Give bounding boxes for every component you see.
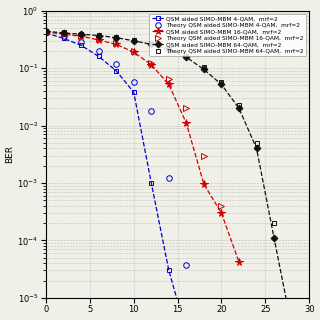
Theory QSM aided SIMO-MBM 64-QAM,  mrf=2 — [97, 33, 100, 37]
QSM aided SIMO-MBM 16-QAM,  mrf=2 — [202, 182, 206, 186]
QSM aided SIMO-MBM 4-QAM,  mrf=2 — [149, 181, 153, 185]
Theory QSM aided SIMO-MBM 64-QAM,  mrf=2 — [62, 30, 66, 34]
QSM aided SIMO-MBM 16-QAM,  mrf=2 — [62, 32, 66, 36]
QSM aided SIMO-MBM 4-QAM,  mrf=2 — [79, 44, 83, 47]
Line: Theory QSM aided SIMO-MBM 4-QAM,  mrf=2: Theory QSM aided SIMO-MBM 4-QAM, mrf=2 — [43, 29, 189, 267]
Line: Theory QSM aided SIMO-MBM 64-QAM,  mrf=2: Theory QSM aided SIMO-MBM 64-QAM, mrf=2 — [44, 28, 294, 317]
Theory QSM aided SIMO-MBM 4-QAM,  mrf=2 — [79, 41, 83, 44]
QSM aided SIMO-MBM 64-QAM,  mrf=2 — [132, 39, 136, 43]
QSM aided SIMO-MBM 64-QAM,  mrf=2 — [114, 36, 118, 40]
QSM aided SIMO-MBM 16-QAM,  mrf=2 — [149, 63, 153, 67]
Theory QSM aided SIMO-MBM 4-QAM,  mrf=2 — [132, 80, 136, 84]
Theory QSM aided SIMO-MBM 4-QAM,  mrf=2 — [184, 263, 188, 267]
Theory QSM aided SIMO-MBM 16-QAM,  mrf=2 — [79, 34, 83, 37]
QSM aided SIMO-MBM 64-QAM,  mrf=2 — [202, 68, 206, 71]
Theory QSM aided SIMO-MBM 16-QAM,  mrf=2 — [184, 106, 188, 110]
Theory QSM aided SIMO-MBM 64-QAM,  mrf=2 — [202, 65, 206, 69]
Theory QSM aided SIMO-MBM 4-QAM,  mrf=2 — [167, 177, 171, 180]
Legend: QSM aided SIMO-MBM 4-QAM,  mrf=2, Theory QSM aided SIMO-MBM 4-QAM,  mrf=2, QSM a: QSM aided SIMO-MBM 4-QAM, mrf=2, Theory … — [149, 14, 306, 56]
QSM aided SIMO-MBM 16-QAM,  mrf=2 — [114, 43, 118, 46]
Theory QSM aided SIMO-MBM 64-QAM,  mrf=2 — [167, 47, 171, 51]
QSM aided SIMO-MBM 4-QAM,  mrf=2 — [132, 90, 136, 94]
QSM aided SIMO-MBM 16-QAM,  mrf=2 — [167, 83, 171, 86]
Theory QSM aided SIMO-MBM 64-QAM,  mrf=2 — [220, 80, 223, 84]
Theory QSM aided SIMO-MBM 4-QAM,  mrf=2 — [149, 109, 153, 113]
QSM aided SIMO-MBM 64-QAM,  mrf=2 — [62, 31, 66, 35]
QSM aided SIMO-MBM 16-QAM,  mrf=2 — [220, 211, 223, 215]
Theory QSM aided SIMO-MBM 64-QAM,  mrf=2 — [44, 29, 48, 33]
Theory QSM aided SIMO-MBM 16-QAM,  mrf=2 — [202, 154, 206, 157]
Theory QSM aided SIMO-MBM 64-QAM,  mrf=2 — [184, 54, 188, 58]
QSM aided SIMO-MBM 4-QAM,  mrf=2 — [97, 54, 100, 58]
Theory QSM aided SIMO-MBM 4-QAM,  mrf=2 — [97, 49, 100, 53]
Theory QSM aided SIMO-MBM 4-QAM,  mrf=2 — [44, 30, 48, 34]
QSM aided SIMO-MBM 16-QAM,  mrf=2 — [44, 30, 48, 34]
Theory QSM aided SIMO-MBM 64-QAM,  mrf=2 — [272, 221, 276, 225]
QSM aided SIMO-MBM 64-QAM,  mrf=2 — [79, 32, 83, 36]
Theory QSM aided SIMO-MBM 16-QAM,  mrf=2 — [220, 204, 223, 208]
Theory QSM aided SIMO-MBM 64-QAM,  mrf=2 — [237, 103, 241, 107]
Theory QSM aided SIMO-MBM 16-QAM,  mrf=2 — [167, 77, 171, 81]
QSM aided SIMO-MBM 64-QAM,  mrf=2 — [220, 83, 223, 86]
QSM aided SIMO-MBM 64-QAM,  mrf=2 — [184, 55, 188, 59]
Line: QSM aided SIMO-MBM 16-QAM,  mrf=2: QSM aided SIMO-MBM 16-QAM, mrf=2 — [42, 28, 243, 266]
QSM aided SIMO-MBM 16-QAM,  mrf=2 — [237, 260, 241, 264]
QSM aided SIMO-MBM 16-QAM,  mrf=2 — [184, 121, 188, 125]
QSM aided SIMO-MBM 4-QAM,  mrf=2 — [62, 36, 66, 40]
QSM aided SIMO-MBM 64-QAM,  mrf=2 — [97, 34, 100, 37]
Y-axis label: BER: BER — [5, 145, 14, 163]
QSM aided SIMO-MBM 64-QAM,  mrf=2 — [44, 29, 48, 33]
QSM aided SIMO-MBM 16-QAM,  mrf=2 — [97, 38, 100, 42]
Theory QSM aided SIMO-MBM 4-QAM,  mrf=2 — [62, 34, 66, 38]
QSM aided SIMO-MBM 64-QAM,  mrf=2 — [149, 43, 153, 46]
Theory QSM aided SIMO-MBM 64-QAM,  mrf=2 — [290, 313, 293, 317]
Theory QSM aided SIMO-MBM 16-QAM,  mrf=2 — [149, 61, 153, 65]
Theory QSM aided SIMO-MBM 16-QAM,  mrf=2 — [62, 32, 66, 36]
QSM aided SIMO-MBM 64-QAM,  mrf=2 — [167, 48, 171, 52]
QSM aided SIMO-MBM 16-QAM,  mrf=2 — [79, 34, 83, 38]
Theory QSM aided SIMO-MBM 4-QAM,  mrf=2 — [114, 62, 118, 66]
QSM aided SIMO-MBM 4-QAM,  mrf=2 — [167, 268, 171, 272]
Theory QSM aided SIMO-MBM 64-QAM,  mrf=2 — [255, 141, 259, 145]
QSM aided SIMO-MBM 64-QAM,  mrf=2 — [255, 147, 259, 150]
Theory QSM aided SIMO-MBM 64-QAM,  mrf=2 — [114, 35, 118, 39]
Theory QSM aided SIMO-MBM 64-QAM,  mrf=2 — [132, 38, 136, 42]
QSM aided SIMO-MBM 64-QAM,  mrf=2 — [272, 236, 276, 240]
QSM aided SIMO-MBM 16-QAM,  mrf=2 — [132, 50, 136, 54]
Theory QSM aided SIMO-MBM 64-QAM,  mrf=2 — [149, 42, 153, 45]
Line: Theory QSM aided SIMO-MBM 16-QAM,  mrf=2: Theory QSM aided SIMO-MBM 16-QAM, mrf=2 — [43, 28, 224, 209]
Theory QSM aided SIMO-MBM 64-QAM,  mrf=2 — [79, 32, 83, 36]
QSM aided SIMO-MBM 64-QAM,  mrf=2 — [237, 106, 241, 110]
QSM aided SIMO-MBM 4-QAM,  mrf=2 — [44, 31, 48, 35]
Line: QSM aided SIMO-MBM 64-QAM,  mrf=2: QSM aided SIMO-MBM 64-QAM, mrf=2 — [44, 29, 294, 320]
QSM aided SIMO-MBM 4-QAM,  mrf=2 — [114, 69, 118, 73]
Theory QSM aided SIMO-MBM 16-QAM,  mrf=2 — [44, 29, 48, 33]
Theory QSM aided SIMO-MBM 16-QAM,  mrf=2 — [132, 49, 136, 53]
Line: QSM aided SIMO-MBM 4-QAM,  mrf=2: QSM aided SIMO-MBM 4-QAM, mrf=2 — [44, 30, 189, 320]
Theory QSM aided SIMO-MBM 16-QAM,  mrf=2 — [97, 37, 100, 41]
Theory QSM aided SIMO-MBM 16-QAM,  mrf=2 — [114, 42, 118, 45]
